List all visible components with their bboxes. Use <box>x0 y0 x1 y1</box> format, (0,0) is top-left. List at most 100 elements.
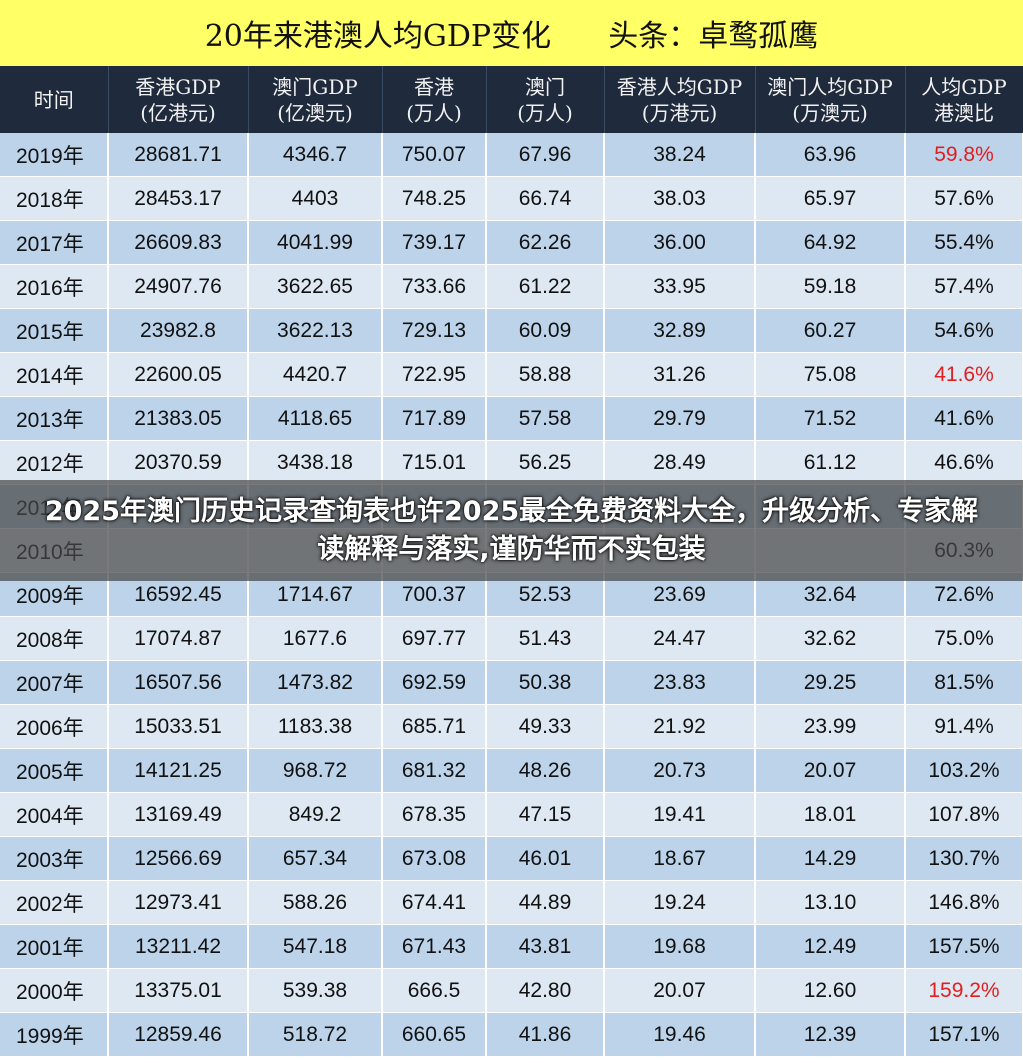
column-header: 澳门人均GDP (万澳元) <box>755 66 906 133</box>
mo-gdp-cell: 1473.82 <box>248 660 383 705</box>
gdp-table: 时间 香港GDP (亿港元) 澳门GDP (亿澳元) 香港 (万人) 澳门 (万人) 香港人均GD… <box>0 66 1023 1057</box>
column-header-line1: 香港GDP <box>135 74 221 99</box>
ratio-cell: 41.6% <box>905 396 1023 441</box>
mo-gdp-cell: 1677.6 <box>248 616 383 661</box>
mo-gdp-cell: 4118.65 <box>248 396 383 441</box>
table-row: 2014年 22600.05 4420.7 722.95 58.88 31.26 75.08… <box>0 352 1023 397</box>
mo-gdp-cell: 849.2 <box>248 792 383 837</box>
hk-gdp-cell: 24907.76 <box>108 264 249 309</box>
hk-population-cell: 722.95 <box>382 352 487 397</box>
hk-population-cell: 681.32 <box>382 748 487 793</box>
mo-population-cell: 58.88 <box>486 352 605 397</box>
mo-population-cell: 41.86 <box>486 1012 605 1057</box>
table-row: 2007年 16507.56 1473.82 692.59 50.38 23.83 29.2… <box>0 660 1023 705</box>
mo-per-capita-cell: 29.25 <box>755 660 906 705</box>
year-cell: 2012年 <box>0 440 109 485</box>
ratio-cell: 75.0% <box>905 616 1023 661</box>
mo-gdp-cell: 518.72 <box>248 1012 383 1057</box>
column-header-line1: 香港 <box>414 74 454 99</box>
year-cell: 2016年 <box>0 264 109 309</box>
mo-gdp-cell: 588.26 <box>248 880 383 925</box>
hk-gdp-cell: 23982.8 <box>108 308 249 353</box>
mo-per-capita-cell: 12.60 <box>755 968 906 1013</box>
year-cell: 1999年 <box>0 1012 109 1057</box>
hk-gdp-cell: 12859.46 <box>108 1012 249 1057</box>
ratio-cell: 57.6% <box>905 176 1023 221</box>
ratio-cell: 157.5% <box>905 924 1023 969</box>
table-row: 2016年 24907.76 3622.65 733.66 61.22 33.95 59.1… <box>0 264 1023 309</box>
year-cell: 2005年 <box>0 748 109 793</box>
mo-population-cell: 60.09 <box>486 308 605 353</box>
hk-per-capita-cell: 20.07 <box>604 968 756 1013</box>
hk-gdp-cell: 12973.41 <box>108 880 249 925</box>
column-header-line2: (亿澳元) <box>277 100 353 125</box>
year-cell: 2008年 <box>0 616 109 661</box>
mo-per-capita-cell: 18.01 <box>755 792 906 837</box>
table-row: 2000年 13375.01 539.38 666.5 42.80 20.07 12.60 1… <box>0 968 1023 1013</box>
hk-gdp-cell: 13169.49 <box>108 792 249 837</box>
hk-gdp-cell: 26609.83 <box>108 220 249 265</box>
ratio-cell: 159.2% <box>905 968 1023 1013</box>
hk-population-cell: 673.08 <box>382 836 487 881</box>
table-row: 2015年 23982.8 3622.13 729.13 60.09 32.89 60.27… <box>0 308 1023 353</box>
hk-per-capita-cell: 38.24 <box>604 133 756 177</box>
hk-gdp-cell: 13211.42 <box>108 924 249 969</box>
column-header-line2: (万港元) <box>641 100 718 125</box>
mo-per-capita-cell: 65.97 <box>755 176 906 221</box>
table-row: 2004年 13169.49 849.2 678.35 47.15 19.41 18.01 1… <box>0 792 1023 837</box>
hk-gdp-cell: 14121.25 <box>108 748 249 793</box>
mo-per-capita-cell: 75.08 <box>755 352 906 397</box>
hk-per-capita-cell: 33.95 <box>604 264 756 309</box>
mo-population-cell: 67.96 <box>486 133 605 177</box>
mo-per-capita-cell: 61.12 <box>755 440 906 485</box>
table-row: 2008年 17074.87 1677.6 697.77 51.43 24.47 32.62… <box>0 616 1023 661</box>
mo-gdp-cell: 3622.65 <box>248 264 383 309</box>
mo-population-cell: 61.22 <box>486 264 605 309</box>
hk-population-cell: 697.77 <box>382 616 487 661</box>
ratio-cell: 107.8% <box>905 792 1023 837</box>
hk-population-cell: 748.25 <box>382 176 487 221</box>
mo-per-capita-cell: 14.29 <box>755 836 906 881</box>
hk-population-cell: 674.41 <box>382 880 487 925</box>
table-title: 20年来港澳人均GDP变化 头条：卓鹜孤鹰 <box>0 0 1023 66</box>
mo-population-cell: 44.89 <box>486 880 605 925</box>
hk-gdp-cell: 21383.05 <box>108 396 249 441</box>
column-header-line2: (万人) <box>406 100 462 125</box>
hk-per-capita-cell: 18.67 <box>604 836 756 881</box>
table-row: 2013年 21383.05 4118.65 717.89 57.58 29.79 71.5… <box>0 396 1023 441</box>
year-cell: 2017年 <box>0 220 109 265</box>
mo-per-capita-cell: 59.18 <box>755 264 906 309</box>
hk-population-cell: 692.59 <box>382 660 487 705</box>
hk-per-capita-cell: 19.41 <box>604 792 756 837</box>
mo-gdp-cell: 657.34 <box>248 836 383 881</box>
hk-population-cell: 715.01 <box>382 440 487 485</box>
year-cell: 2018年 <box>0 176 109 221</box>
mo-per-capita-cell: 23.99 <box>755 704 906 749</box>
ratio-cell: 54.6% <box>905 308 1023 353</box>
column-header-line1: 人均GDP <box>921 74 1007 99</box>
mo-gdp-cell: 1183.38 <box>248 704 383 749</box>
mo-per-capita-cell: 63.96 <box>755 133 906 177</box>
column-header-line1: 香港人均GDP <box>616 74 743 99</box>
mo-gdp-cell: 539.38 <box>248 968 383 1013</box>
mo-population-cell: 57.58 <box>486 396 605 441</box>
table-row: 1999年 12859.46 518.72 660.65 41.86 19.46 12.39… <box>0 1012 1023 1057</box>
hk-per-capita-cell: 19.46 <box>604 1012 756 1057</box>
mo-per-capita-cell: 71.52 <box>755 396 906 441</box>
year-cell: 2007年 <box>0 660 109 705</box>
mo-per-capita-cell: 20.07 <box>755 748 906 793</box>
table-row: 2002年 12973.41 588.26 674.41 44.89 19.24 13.10… <box>0 880 1023 925</box>
table-row: 2018年 28453.17 4403 748.25 66.74 38.03 65.97 57… <box>0 176 1023 221</box>
title-main: 20年来港澳人均GDP变化 <box>204 19 552 54</box>
mo-per-capita-cell: 12.39 <box>755 1012 906 1057</box>
header-row: 时间 香港GDP (亿港元) 澳门GDP (亿澳元) 香港 (万人) 澳门 (万人) 香港人均GD… <box>0 66 1023 133</box>
column-header-line2: (万人) <box>517 100 573 125</box>
hk-per-capita-cell: 19.68 <box>604 924 756 969</box>
ratio-cell: 103.2% <box>905 748 1023 793</box>
column-header: 香港GDP (亿港元) <box>108 66 249 133</box>
hk-per-capita-cell: 21.92 <box>604 704 756 749</box>
mo-gdp-cell: 3622.13 <box>248 308 383 353</box>
mo-gdp-cell: 3438.18 <box>248 440 383 485</box>
mo-per-capita-cell: 60.27 <box>755 308 906 353</box>
table-body: 2019年 28681.71 4346.7 750.07 67.96 38.24 63.96… <box>0 133 1023 1057</box>
